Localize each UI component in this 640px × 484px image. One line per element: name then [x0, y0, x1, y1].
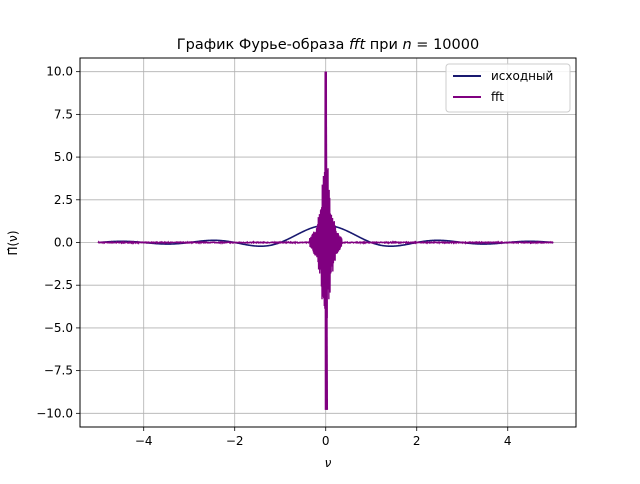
chart-title: График Фурье-образа fft при n = 10000 — [177, 37, 479, 53]
x-tick-label: −2 — [226, 434, 244, 448]
y-tick-label: 7.5 — [54, 107, 73, 121]
series-layer — [97, 71, 554, 410]
x-tick-label: 0 — [322, 434, 330, 448]
x-tick-label: 4 — [504, 434, 512, 448]
y-axis-ticks: −10.0 −7.5 −5.0 −2.5 0.0 2.5 5.0 7.5 10.0 — [36, 65, 80, 420]
legend-label-fft: fft — [491, 90, 504, 104]
legend: исходный fft — [445, 63, 571, 113]
y-tick-label: −2.5 — [44, 278, 73, 292]
y-axis-label: Π̂(ν) — [6, 230, 20, 255]
y-tick-label: −10.0 — [36, 406, 73, 420]
x-tick-label: 2 — [413, 434, 421, 448]
y-tick-label: −7.5 — [44, 364, 73, 378]
x-axis-label: ν — [325, 456, 332, 470]
y-tick-label: 10.0 — [46, 65, 73, 79]
legend-label-original: исходный — [491, 69, 553, 83]
x-axis-ticks: −4 −2 0 2 4 — [135, 427, 512, 448]
y-tick-label: 2.5 — [54, 193, 73, 207]
x-tick-label: −4 — [135, 434, 153, 448]
y-tick-label: −5.0 — [44, 321, 73, 335]
y-tick-label: 5.0 — [54, 150, 73, 164]
y-tick-label: 0.0 — [54, 236, 73, 250]
